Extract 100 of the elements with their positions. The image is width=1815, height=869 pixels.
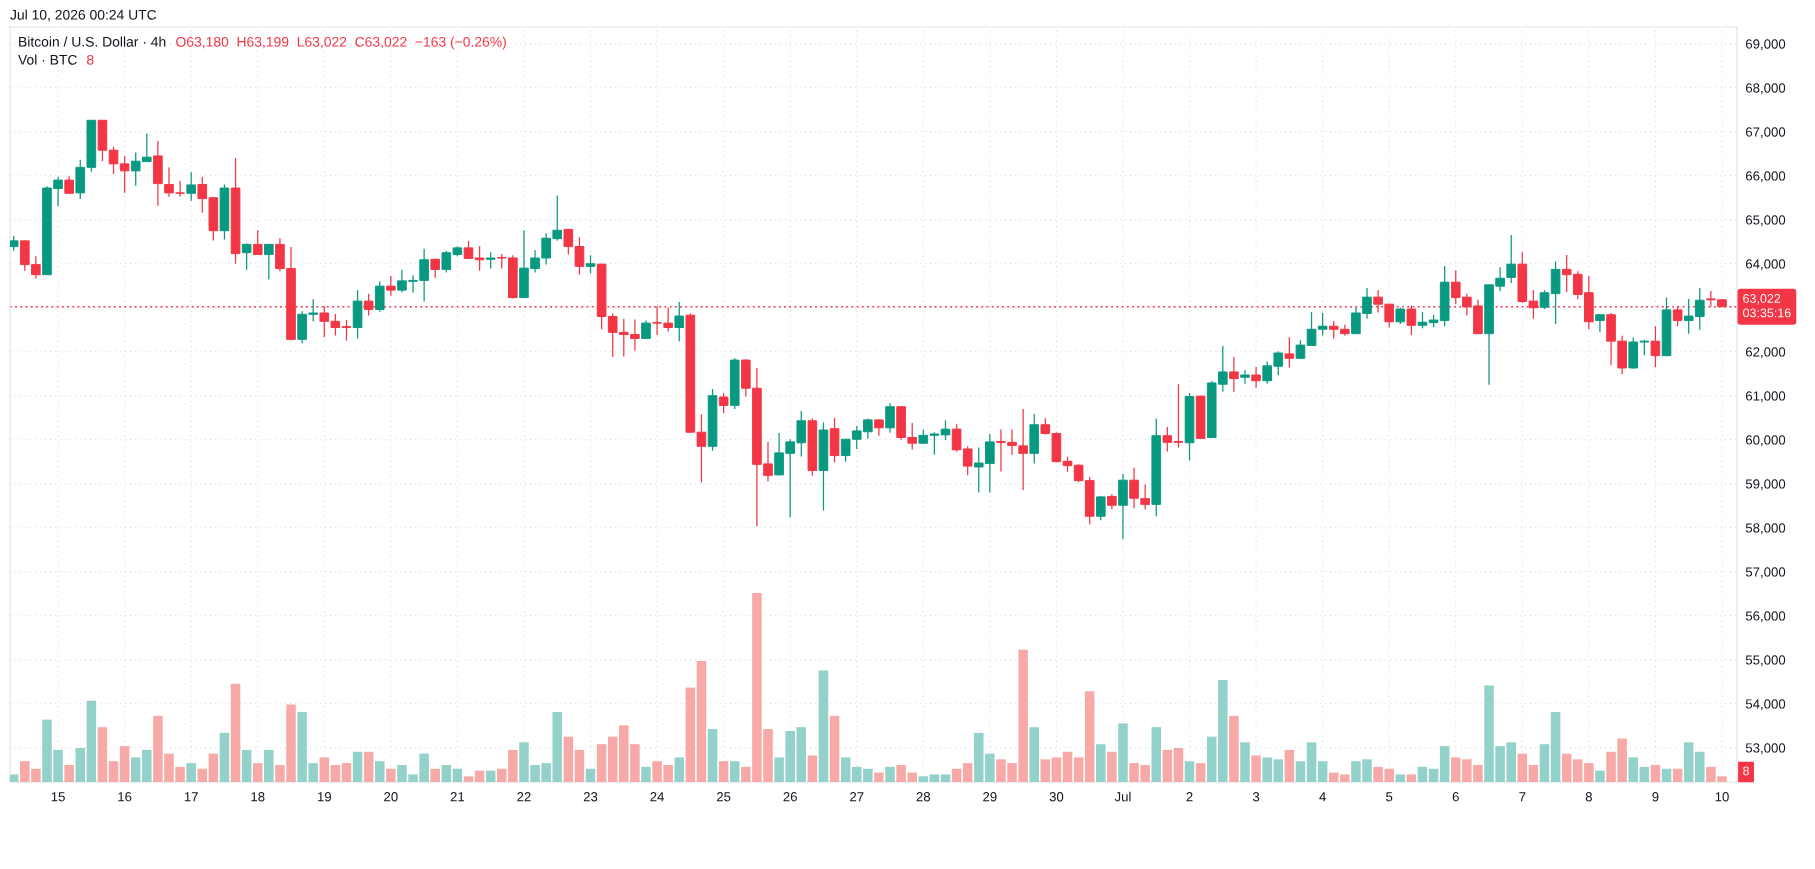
y-tick-label: 54,000 <box>1745 699 1786 711</box>
y-tick-label: 64,000 <box>1746 259 1786 271</box>
candlestick <box>374 280 385 313</box>
bar <box>1561 753 1572 782</box>
bar <box>1695 751 1705 782</box>
candlestick <box>1650 325 1661 368</box>
candlestick <box>1095 495 1106 521</box>
bar <box>1517 753 1528 782</box>
x-tick-label: 8 <box>1585 792 1592 802</box>
bar <box>430 768 440 782</box>
y-tick-label: 58,000 <box>1745 523 1786 535</box>
bar <box>1096 744 1106 782</box>
candlestick <box>674 301 685 343</box>
bar <box>241 749 252 782</box>
bar <box>1417 766 1428 782</box>
x-tick-label: 23 <box>583 792 598 802</box>
bar <box>874 772 884 782</box>
x-tick-label: 3 <box>1252 792 1260 802</box>
candlestick <box>186 171 196 202</box>
bar <box>829 715 840 782</box>
bar <box>818 670 829 782</box>
x-tick-label: 26 <box>783 792 797 802</box>
candlestick <box>940 419 951 441</box>
bar <box>1317 761 1328 782</box>
bar <box>330 764 341 782</box>
candlestick <box>1240 369 1250 385</box>
y-tick-label: 57,000 <box>1745 567 1786 579</box>
y-tick-label: 66,000 <box>1746 171 1786 183</box>
candlestick <box>386 275 396 297</box>
bar <box>1672 768 1683 782</box>
bar <box>885 766 895 782</box>
bar <box>119 746 130 782</box>
bar <box>75 747 86 782</box>
y-tick-label: 62,000 <box>1746 347 1786 359</box>
bar <box>1406 774 1417 782</box>
bar <box>230 683 241 782</box>
bar <box>264 749 274 782</box>
bar <box>197 768 208 782</box>
bar <box>386 768 396 782</box>
bar <box>585 768 596 782</box>
bar <box>208 753 219 782</box>
bar <box>596 744 607 782</box>
candlestick <box>641 319 651 340</box>
bar <box>374 761 385 782</box>
bar <box>574 749 585 782</box>
bar <box>1184 761 1195 782</box>
bar <box>1295 761 1306 782</box>
bar <box>1162 749 1173 782</box>
x-tick-label: 21 <box>450 792 465 802</box>
x-tick-label: 17 <box>184 792 198 802</box>
bar <box>962 763 973 782</box>
bar <box>918 776 929 782</box>
bar <box>10 774 19 782</box>
bar <box>86 700 97 782</box>
bar <box>341 763 352 782</box>
bar <box>1650 764 1661 782</box>
bar <box>441 764 452 782</box>
x-tick-label: 4 <box>1319 792 1326 802</box>
x-tick-label: 18 <box>251 792 265 802</box>
bar <box>485 770 496 782</box>
y-tick-label: 69,000 <box>1746 39 1786 51</box>
bar <box>674 757 685 782</box>
x-tick-label: 28 <box>916 792 931 802</box>
candlestick <box>885 402 895 434</box>
candlestick <box>341 319 352 342</box>
x-tick-label: 27 <box>850 792 864 802</box>
bar <box>1439 746 1450 782</box>
bar <box>64 764 74 782</box>
candlestick <box>252 229 263 256</box>
y-tick-label: 65,000 <box>1746 215 1786 227</box>
bar <box>718 761 729 782</box>
x-tick-label: 20 <box>384 792 398 802</box>
bar <box>1051 757 1062 782</box>
bar <box>796 727 807 782</box>
bar <box>1062 751 1073 782</box>
x-tick-label: 9 <box>1652 792 1659 802</box>
x-tick-label: 7 <box>1519 792 1526 802</box>
candlestick <box>1229 356 1239 393</box>
x-tick-label: 30 <box>1049 792 1064 802</box>
y-tick-label: 55,000 <box>1745 655 1786 667</box>
bar <box>352 751 363 782</box>
text: Bitcoin / U.S. Dollar · 4h <box>19 36 166 47</box>
x-tick-label: 22 <box>517 792 531 802</box>
x-tick-label: 6 <box>1452 792 1459 802</box>
bar <box>219 732 230 782</box>
y-tick-label: 67,000 <box>1746 127 1786 139</box>
bar <box>474 770 485 782</box>
bar <box>1628 757 1639 782</box>
bar <box>142 749 152 782</box>
y-tick-label: 61,000 <box>1746 391 1786 403</box>
bar <box>1173 747 1184 782</box>
candlestick <box>1251 366 1261 389</box>
bar <box>1251 755 1261 782</box>
bar <box>1240 742 1250 782</box>
bar <box>807 755 818 782</box>
bar <box>940 774 951 782</box>
bar <box>1306 742 1317 782</box>
x-tick-label: 5 <box>1386 792 1393 802</box>
bar <box>696 661 707 782</box>
bar <box>607 736 618 782</box>
